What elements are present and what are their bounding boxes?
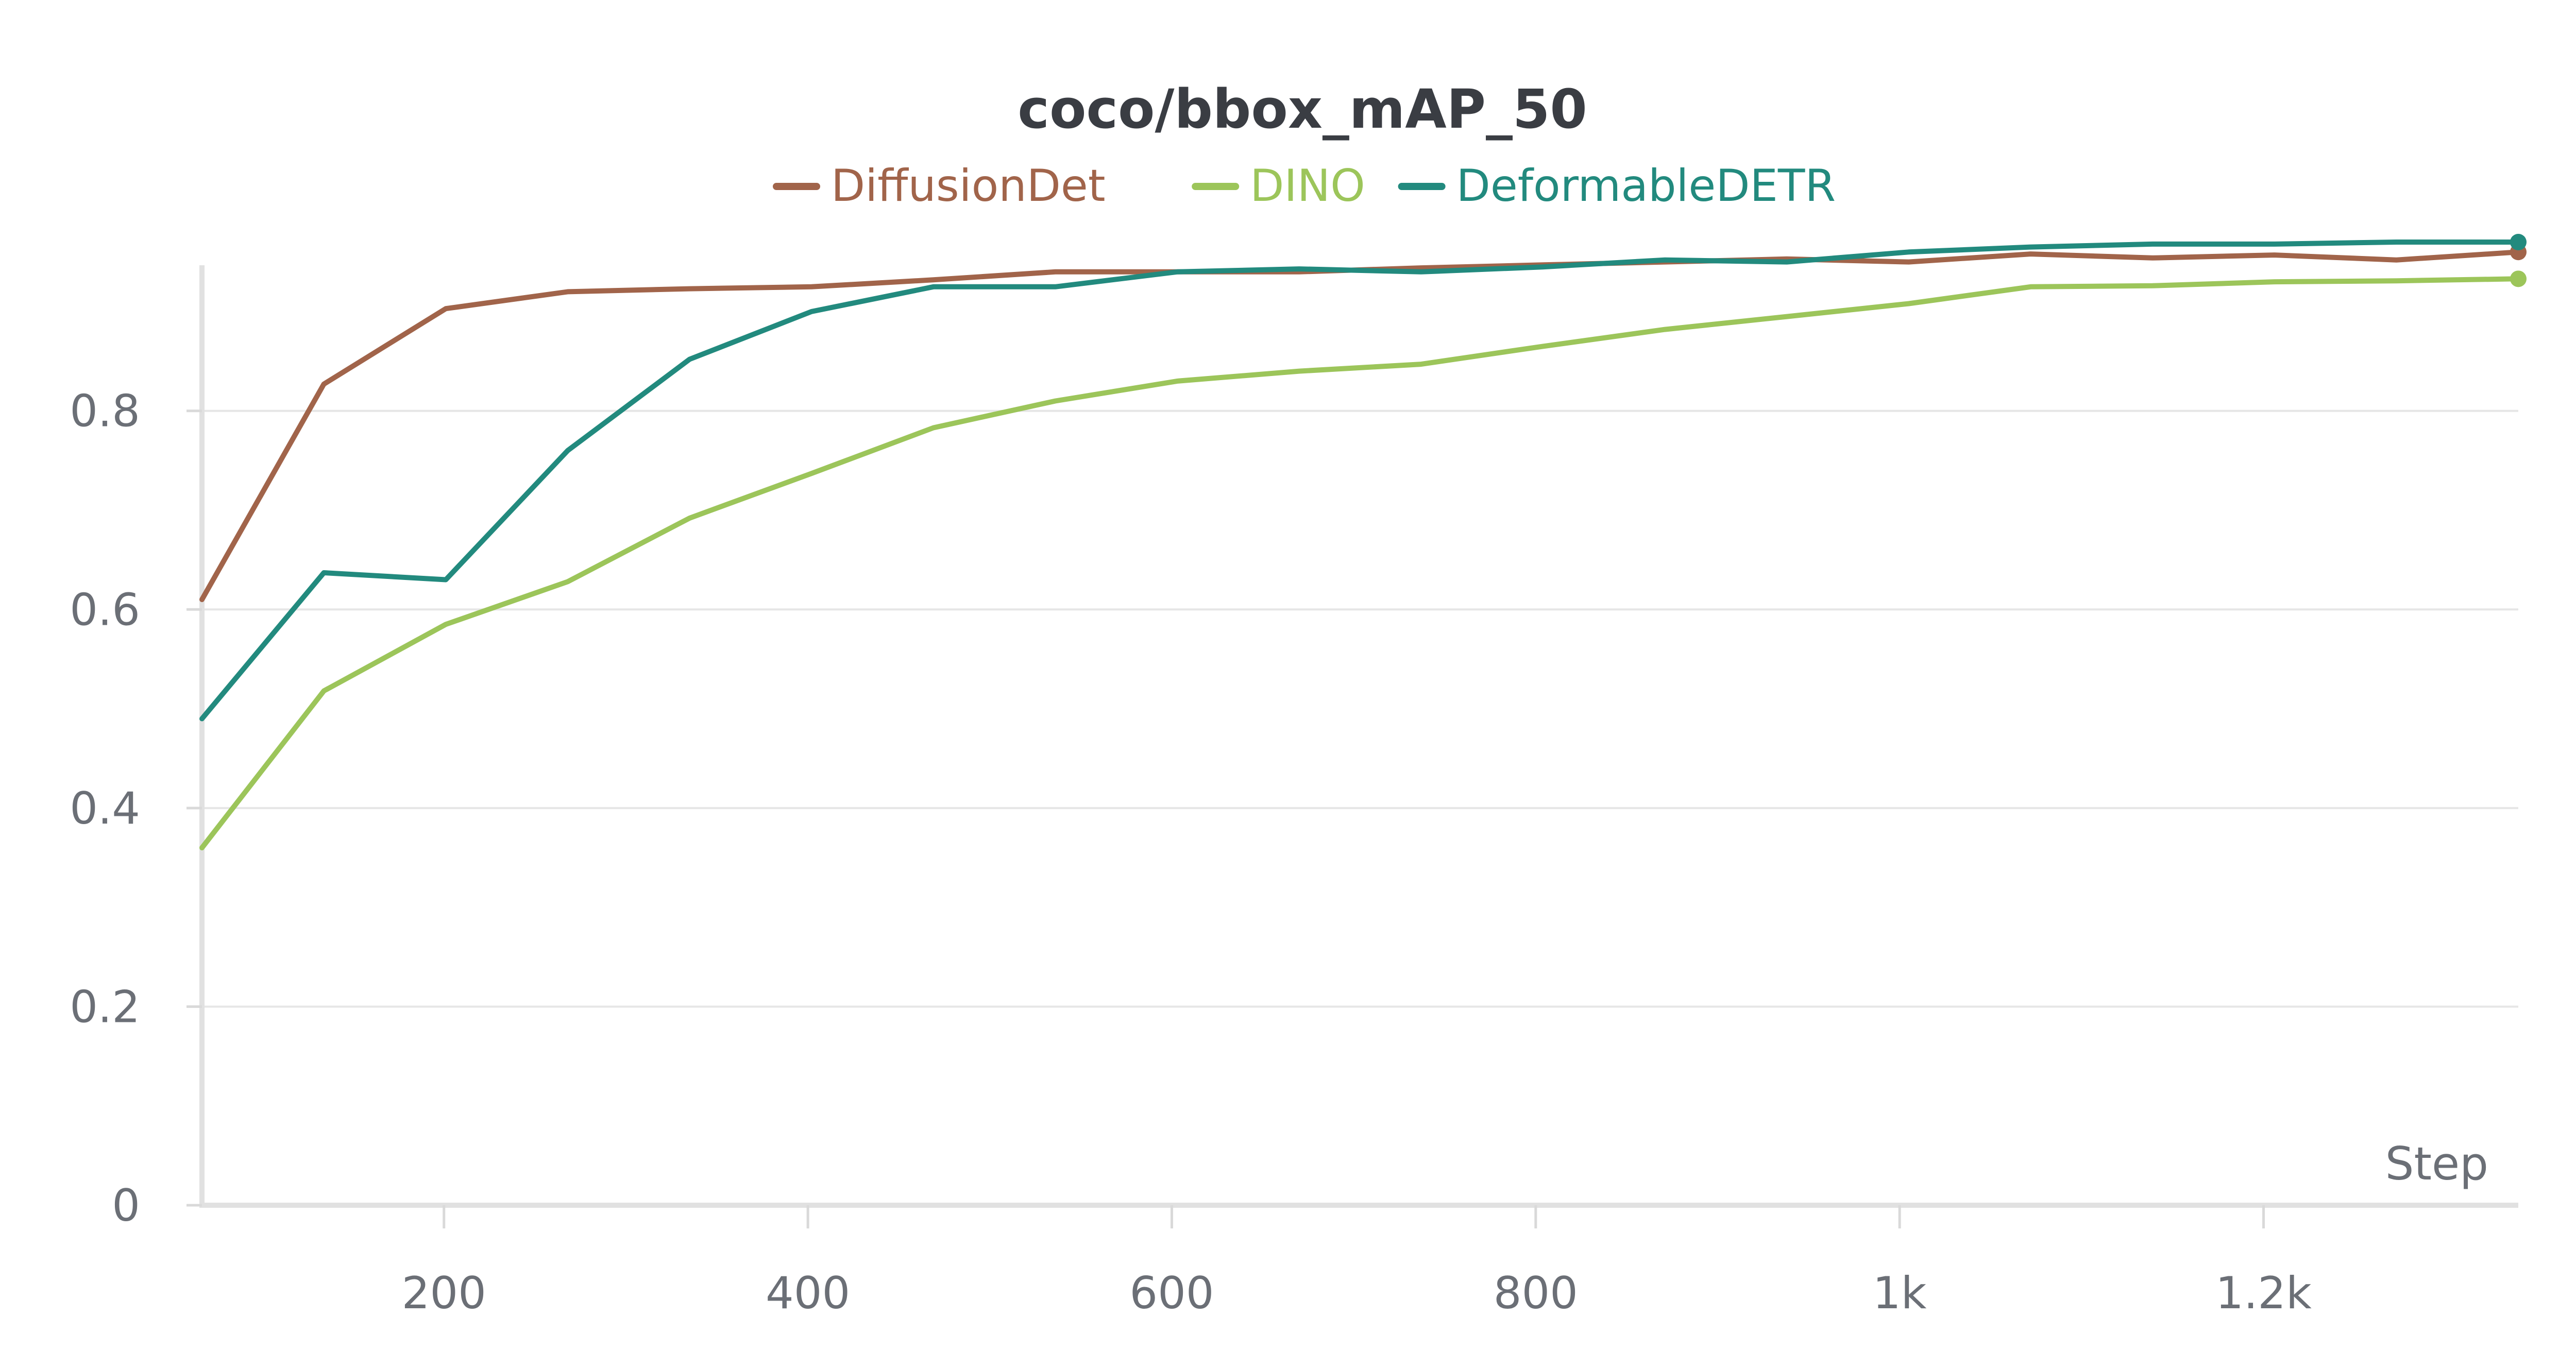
legend-label-dino: DINO xyxy=(1250,160,1365,212)
x-tick-label-3: 800 xyxy=(1494,1268,1578,1319)
series-lines xyxy=(199,240,2521,850)
series-line-dino xyxy=(199,276,2521,850)
y-axis-ticks: 0 0.2 0.4 0.6 0.8 xyxy=(70,386,202,1232)
y-tick-label-4: 0.8 xyxy=(70,386,140,437)
x-tick-label-4: 1k xyxy=(1873,1268,1927,1319)
x-axis-label: Step xyxy=(2385,1137,2488,1190)
x-tick-label-5: 1.2k xyxy=(2215,1268,2312,1319)
legend-label-deformabledetr: DeformableDETR xyxy=(1456,160,1836,212)
x-tick-label-2: 600 xyxy=(1129,1268,1214,1319)
axes xyxy=(199,265,2518,1208)
x-axis-ticks: 200 400 600 800 1k 1.2k xyxy=(402,1205,2312,1319)
series-line-diffusiondet xyxy=(199,249,2521,602)
y-tick-label-0: 0 xyxy=(112,1180,140,1232)
y-tick-label-1: 0.2 xyxy=(70,981,140,1033)
x-tick-label-0: 200 xyxy=(402,1268,486,1319)
legend-label-diffusiondet: DiffusionDet xyxy=(831,160,1106,212)
chart-title: coco/bbox_mAP_50 xyxy=(1018,78,1587,141)
y-tick-label-3: 0.6 xyxy=(70,584,140,636)
series-line-deformabledetr xyxy=(199,240,2521,722)
gridlines xyxy=(202,409,2518,1008)
x-tick-label-1: 400 xyxy=(766,1268,850,1319)
series-endpoint-deformabledetr xyxy=(2510,234,2527,250)
series-endpoint-dino xyxy=(2510,270,2527,287)
legend: DiffusionDet DINO DeformableDETR xyxy=(773,160,1836,212)
y-tick-label-2: 0.4 xyxy=(70,783,140,834)
series-endpoints xyxy=(2510,234,2527,287)
